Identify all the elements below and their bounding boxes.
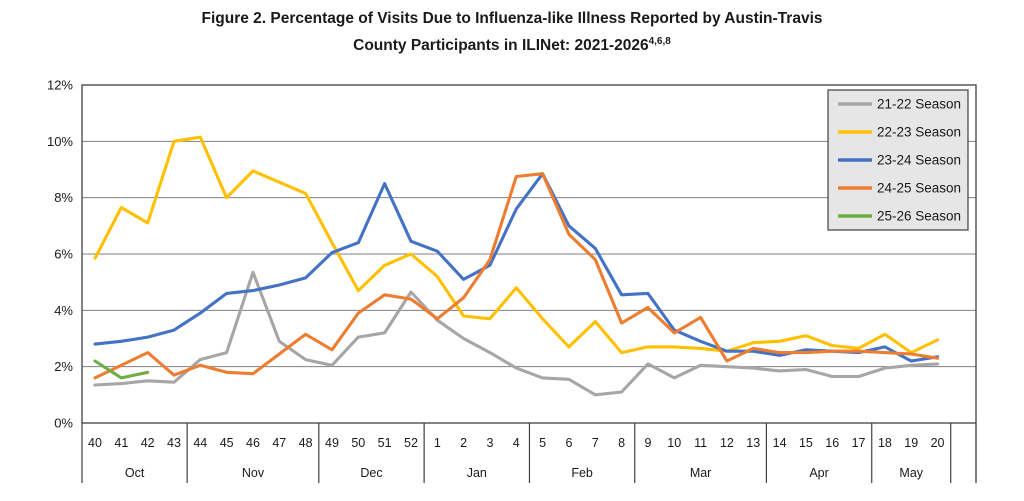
y-gridlines <box>82 140 976 368</box>
title-superscript: 4,6,8 <box>648 36 671 47</box>
series-line-22-23-season <box>93 135 940 355</box>
x-tick-label: 45 <box>220 436 234 450</box>
month-label: Nov <box>242 466 265 480</box>
x-tick-label: 15 <box>799 436 813 450</box>
month-label: Mar <box>690 466 712 480</box>
x-tick-label: 2 <box>460 436 467 450</box>
x-tick-label: 51 <box>378 436 392 450</box>
x-tick-label: 50 <box>351 436 365 450</box>
x-tick-label: 4 <box>513 436 520 450</box>
x-tick-label: 8 <box>618 436 625 450</box>
x-tick-label: 12 <box>720 436 734 450</box>
legend-label: 25-26 Season <box>877 209 961 224</box>
x-tick-label: 47 <box>272 436 286 450</box>
series-line-23-24-season <box>93 172 940 363</box>
x-tick-label: 1 <box>434 436 441 450</box>
legend: 21-22 Season 22-23 Season 23-24 Season 24-2… <box>827 89 969 231</box>
series-line-25-26-season <box>93 359 150 380</box>
x-tick-label: 46 <box>246 436 260 450</box>
x-tick-label: 41 <box>114 436 128 450</box>
x-tick-label: 13 <box>746 436 760 450</box>
x-tick-label: 40 <box>88 436 102 450</box>
series-lines <box>93 135 940 397</box>
legend-item: 21-22 Season <box>838 97 961 112</box>
chart-title: Figure 2. Percentage of Visits Due to In… <box>0 7 1024 57</box>
x-tick-label: 10 <box>667 436 681 450</box>
month-label: May <box>899 466 923 480</box>
legend-item: 24-25 Season <box>838 181 961 196</box>
chart-title-line-2: County Participants in ILINet: 2021-2026… <box>353 36 671 55</box>
legend-label: 24-25 Season <box>877 181 961 196</box>
month-label: Oct <box>125 466 145 480</box>
x-tick-label: 52 <box>404 436 418 450</box>
series-line-21-22-season <box>93 270 940 397</box>
legend-item: 25-26 Season <box>838 209 961 224</box>
x-tick-label: 7 <box>592 436 599 450</box>
x-tick-label: 18 <box>878 436 892 450</box>
legend-item: 22-23 Season <box>838 125 961 140</box>
x-axis-month-labels: Oct Nov Dec Jan Feb Mar Apr May <box>125 466 924 480</box>
x-tick-label: 16 <box>825 436 839 450</box>
chart-title-line-1: Figure 2. Percentage of Visits Due to In… <box>201 10 823 27</box>
x-tick-label: 49 <box>325 436 339 450</box>
y-tick-label: 6% <box>54 247 73 262</box>
y-axis-labels: 0% 2% 4% 6% 8% 10% 12% <box>47 78 73 431</box>
x-tick-label: 9 <box>644 436 651 450</box>
plot-border <box>81 84 977 424</box>
x-tick-label: 3 <box>486 436 493 450</box>
x-tick-label: 48 <box>299 436 313 450</box>
y-tick-label: 12% <box>47 78 73 93</box>
legend-item: 23-24 Season <box>838 153 961 168</box>
x-tick-label: 19 <box>904 436 918 450</box>
x-tick-label: 5 <box>539 436 546 450</box>
month-label: Apr <box>809 466 828 480</box>
month-label: Dec <box>360 466 382 480</box>
legend-label: 22-23 Season <box>877 125 961 140</box>
x-tick-label: 6 <box>565 436 572 450</box>
x-tick-label: 44 <box>193 436 207 450</box>
y-tick-label: 2% <box>54 359 73 374</box>
month-label: Feb <box>571 466 593 480</box>
x-tick-label: 11 <box>694 436 707 450</box>
y-tick-label: 10% <box>47 134 73 149</box>
y-tick-label: 4% <box>54 303 73 318</box>
x-tick-label: 20 <box>931 436 945 450</box>
x-tick-label: 42 <box>141 436 155 450</box>
x-axis-separators <box>81 423 977 483</box>
series-line-24-25-season <box>93 172 940 380</box>
legend-label: 21-22 Season <box>877 97 961 112</box>
x-tick-label: 17 <box>852 436 866 450</box>
y-tick-label: 8% <box>54 190 73 205</box>
month-label: Jan <box>467 466 487 480</box>
x-tick-label: 14 <box>773 436 787 450</box>
x-tick-label: 43 <box>167 436 181 450</box>
legend-label: 23-24 Season <box>877 153 961 168</box>
y-tick-label: 0% <box>54 416 73 431</box>
x-axis-week-labels: 40 41 42 43 44 45 46 47 48 49 50 51 52 1 2 3 4 5 6 7 8 9 10 11 1… <box>88 436 945 450</box>
